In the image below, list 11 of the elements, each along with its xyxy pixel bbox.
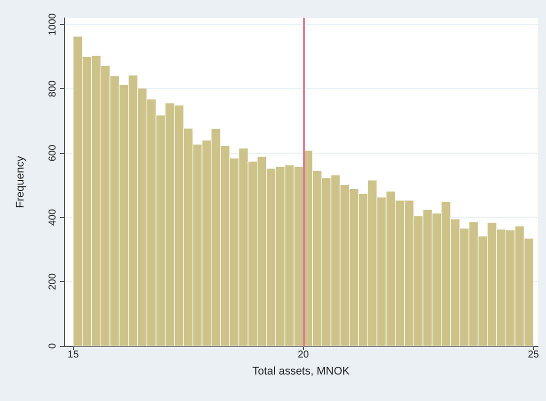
y-tick-label: 400: [48, 208, 58, 226]
y-tick-label: 200: [48, 272, 58, 290]
y-axis-title: Frequency: [14, 156, 26, 208]
x-tick-label: 15: [68, 350, 80, 360]
x-tick-label: 25: [528, 350, 540, 360]
x-axis-title: Total assets, MNOK: [252, 366, 350, 378]
y-tick-label: 1000: [48, 12, 58, 36]
y-tick-label: 0: [48, 342, 58, 349]
y-tick-label: 600: [48, 144, 58, 162]
x-tick-label: 20: [298, 350, 310, 360]
y-tick-label: 800: [48, 80, 58, 98]
